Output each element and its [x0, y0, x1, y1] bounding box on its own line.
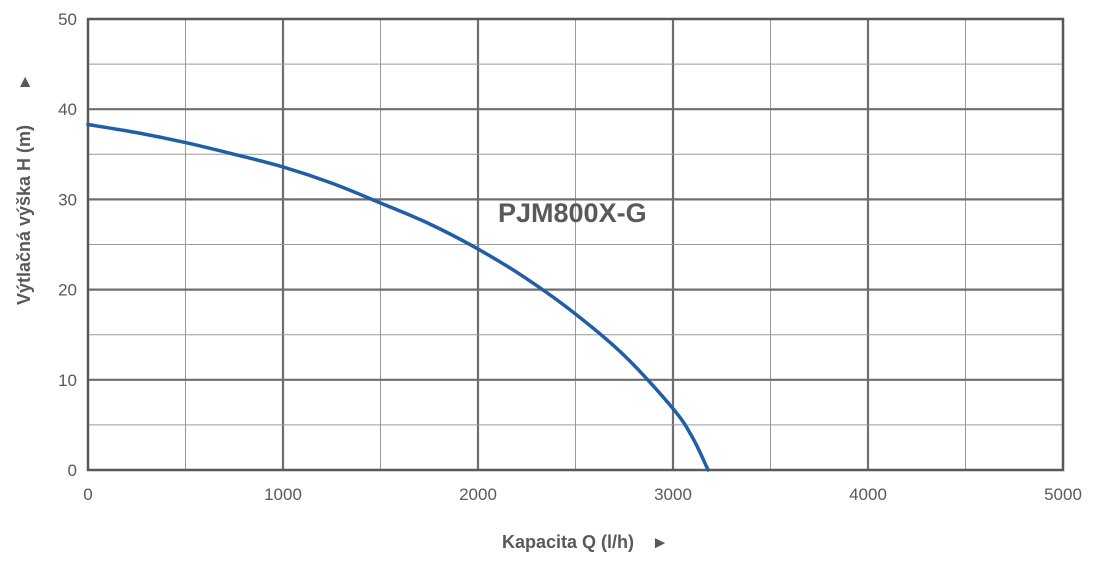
y-tick-label: 20: [58, 281, 77, 300]
y-tick-label: 40: [58, 100, 77, 119]
x-tick-label: 3000: [654, 485, 692, 504]
y-axis-label: Výtlačná výška H (m): [14, 125, 34, 305]
series-group: [86, 122, 710, 472]
x-axis-arrow-icon: ►: [652, 533, 669, 552]
x-tick-label: 5000: [1044, 485, 1082, 504]
y-tick-labels: 0 10 20 30 40 50: [58, 10, 77, 480]
x-tick-labels: 0 1000 2000 3000 4000 5000: [83, 485, 1082, 504]
y-tick-label: 50: [58, 10, 77, 29]
series-line-0: [86, 122, 710, 472]
x-tick-label: 0: [83, 485, 92, 504]
annotations: PJM800X-G: [498, 198, 647, 228]
y-tick-label: 30: [58, 190, 77, 209]
y-tick-label: 10: [58, 371, 77, 390]
x-axis-label: Kapacita Q (l/h): [502, 532, 634, 552]
grid: [88, 19, 1063, 470]
x-tick-label: 1000: [264, 485, 302, 504]
series-annotation: PJM800X-G: [498, 198, 647, 228]
plot-frame: [86, 17, 1065, 472]
y-axis-arrow-icon: ►: [15, 74, 34, 91]
x-tick-label: 2000: [459, 485, 497, 504]
x-tick-label: 4000: [849, 485, 887, 504]
y-tick-label: 0: [68, 461, 77, 480]
